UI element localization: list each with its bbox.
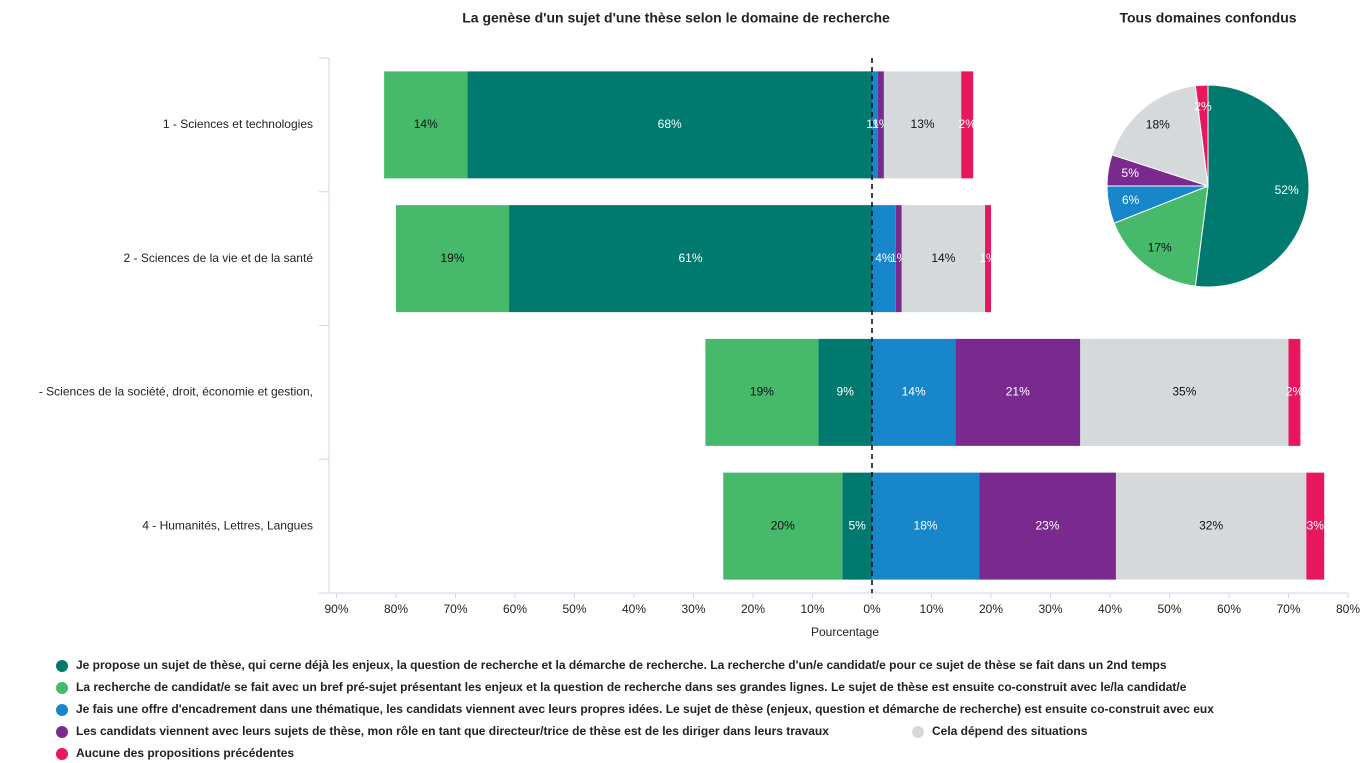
pie-title: Tous domaines confondus bbox=[1119, 10, 1296, 26]
bar-segment bbox=[396, 205, 510, 313]
legend-marker bbox=[56, 726, 68, 738]
chart-title: La genèse d'un sujet d'une thèse selon l… bbox=[462, 10, 890, 26]
pie-label: 18% bbox=[1146, 117, 1170, 131]
category-label: - Sciences de la société, droit, économi… bbox=[39, 385, 313, 399]
category-label: 4 - Humanités, Lettres, Langues bbox=[142, 518, 313, 532]
category-label: 1 - Sciences et technologies bbox=[163, 117, 313, 131]
bar-segment bbox=[979, 472, 1116, 580]
value-label: 2% bbox=[959, 117, 977, 131]
legend-label: Cela dépend des situations bbox=[932, 724, 1088, 738]
value-label: 20% bbox=[771, 518, 795, 532]
value-label: 2% bbox=[1286, 385, 1304, 399]
x-axis-title: Pourcentage bbox=[811, 625, 879, 639]
bar-segment bbox=[961, 71, 974, 179]
x-tick-label: 0% bbox=[863, 602, 881, 616]
legend-marker bbox=[56, 704, 68, 716]
x-tick-label: 80% bbox=[1336, 602, 1360, 616]
bar-segment bbox=[901, 205, 986, 313]
bar-segment bbox=[818, 338, 872, 446]
value-label: 1% bbox=[979, 251, 997, 265]
legend-marker bbox=[912, 726, 924, 738]
pie-label: 17% bbox=[1148, 240, 1172, 254]
pie-slice bbox=[1111, 85, 1209, 187]
bar-segment bbox=[985, 205, 991, 313]
pie-label: 2% bbox=[1194, 100, 1212, 114]
x-tick-label: 10% bbox=[919, 602, 943, 616]
value-label: 4% bbox=[875, 251, 893, 265]
x-tick-label: 60% bbox=[1217, 602, 1241, 616]
legend-label: Je fais une offre d'encadrement dans une… bbox=[76, 702, 1214, 716]
bar-segment bbox=[1115, 472, 1307, 580]
legend-marker bbox=[56, 748, 68, 760]
bar-segment bbox=[872, 338, 956, 446]
value-label: 68% bbox=[658, 117, 682, 131]
value-label: 5% bbox=[848, 518, 866, 532]
x-tick-label: 20% bbox=[741, 602, 765, 616]
bar-segment bbox=[1306, 472, 1325, 580]
bar-segment bbox=[509, 205, 872, 313]
x-tick-label: 40% bbox=[622, 602, 646, 616]
value-label: 13% bbox=[911, 117, 935, 131]
bar-segment bbox=[723, 472, 843, 580]
x-tick-label: 50% bbox=[562, 602, 586, 616]
value-label: 14% bbox=[902, 385, 926, 399]
legend-label: Les candidats viennent avec leurs sujets… bbox=[76, 724, 829, 738]
category-label: 2 - Sciences de la vie et de la santé bbox=[124, 251, 314, 265]
pie-slice bbox=[1194, 84, 1209, 187]
x-tick-label: 70% bbox=[443, 602, 467, 616]
legend-label: La recherche de candidat/e se fait avec … bbox=[76, 680, 1187, 694]
pie-slice bbox=[1194, 84, 1310, 288]
bar-segment bbox=[955, 338, 1081, 446]
value-label: 61% bbox=[679, 251, 703, 265]
x-tick-label: 10% bbox=[800, 602, 824, 616]
x-tick-label: 60% bbox=[503, 602, 527, 616]
x-tick-label: 50% bbox=[1157, 602, 1181, 616]
bar-segment bbox=[883, 71, 962, 179]
bar-segment bbox=[842, 472, 872, 580]
legend-label: Je propose un sujet de thèse, qui cerne … bbox=[76, 658, 1167, 672]
value-label: 23% bbox=[1036, 518, 1060, 532]
value-label: 9% bbox=[837, 385, 855, 399]
bar-segment bbox=[1080, 338, 1289, 446]
pie-label: 6% bbox=[1122, 193, 1140, 207]
x-tick-label: 80% bbox=[384, 602, 408, 616]
bar-segment bbox=[872, 71, 878, 179]
x-tick-label: 40% bbox=[1098, 602, 1122, 616]
value-label: 19% bbox=[750, 385, 774, 399]
pie-label: 52% bbox=[1275, 183, 1299, 197]
value-label: 14% bbox=[414, 117, 438, 131]
value-label: 32% bbox=[1199, 518, 1223, 532]
value-label: 21% bbox=[1006, 385, 1030, 399]
x-tick-label: 70% bbox=[1276, 602, 1300, 616]
legend-label: Aucune des propositions précédentes bbox=[76, 746, 294, 760]
value-label: 35% bbox=[1172, 385, 1196, 399]
x-tick-label: 20% bbox=[979, 602, 1003, 616]
x-tick-label: 90% bbox=[324, 602, 348, 616]
bar-segment bbox=[705, 338, 819, 446]
bar-segment bbox=[872, 472, 980, 580]
value-label: 18% bbox=[914, 518, 938, 532]
bar-segment bbox=[467, 71, 872, 179]
bar-segment bbox=[1288, 338, 1301, 446]
value-label: 14% bbox=[931, 251, 955, 265]
pie-slice bbox=[1113, 185, 1209, 287]
x-tick-label: 30% bbox=[1038, 602, 1062, 616]
bar-segment bbox=[877, 71, 884, 179]
value-label: 3% bbox=[1307, 518, 1325, 532]
legend-marker bbox=[56, 682, 68, 694]
bar-segment bbox=[895, 205, 902, 313]
bar-segment bbox=[384, 71, 468, 179]
pie-label: 5% bbox=[1122, 166, 1140, 180]
legend-marker bbox=[56, 660, 68, 672]
x-tick-label: 30% bbox=[681, 602, 705, 616]
value-label: 19% bbox=[441, 251, 465, 265]
bar-segment bbox=[872, 205, 896, 313]
